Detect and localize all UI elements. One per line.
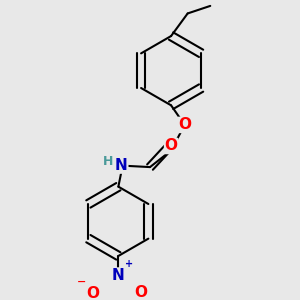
Text: N: N — [115, 158, 128, 173]
Text: H: H — [103, 155, 113, 169]
Text: −: − — [77, 277, 86, 287]
Text: O: O — [134, 285, 148, 300]
Text: O: O — [86, 286, 99, 300]
Text: O: O — [165, 139, 178, 154]
Text: O: O — [178, 117, 191, 132]
Text: N: N — [112, 268, 125, 283]
Text: +: + — [125, 259, 133, 269]
